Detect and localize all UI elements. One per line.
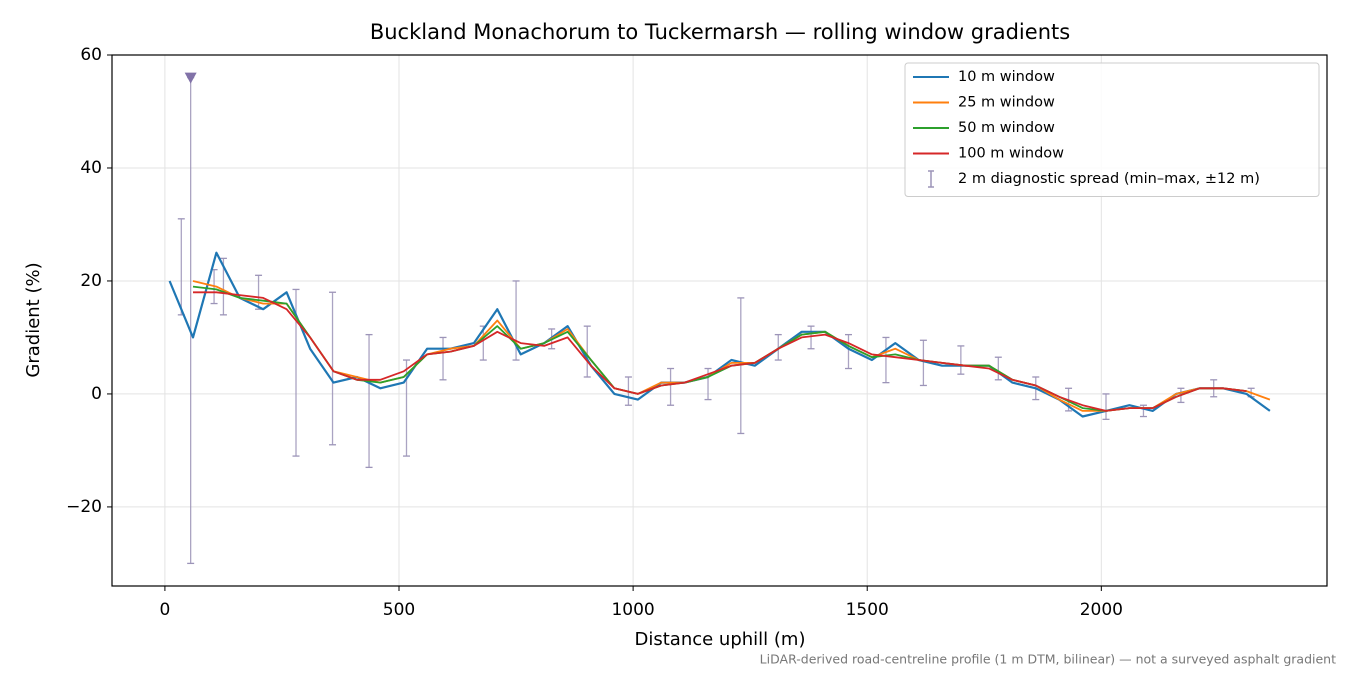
y-tick-label: 40 <box>80 158 102 178</box>
x-axis-label: Distance uphill (m) <box>635 629 806 650</box>
error-bar <box>737 297 745 435</box>
x-tick-label: 1500 <box>846 600 889 620</box>
error-bar <box>957 345 965 375</box>
error-bar <box>667 367 675 406</box>
series-line <box>192 280 1271 412</box>
legend-box <box>904 62 1320 197</box>
y-tick-label: −20 <box>66 497 102 517</box>
y-tick-label: 60 <box>80 45 102 65</box>
footnote: LiDAR-derived road-centreline profile (1… <box>760 652 1336 667</box>
error-bar <box>439 336 447 381</box>
error-bar <box>583 325 591 378</box>
legend-label: 10 m window <box>958 69 1055 85</box>
series-line <box>192 285 1247 412</box>
x-tick-label: 2000 <box>1080 600 1123 620</box>
error-bar <box>807 325 815 350</box>
y-axis-label: Gradient (%) <box>23 262 44 377</box>
error-bar <box>882 336 890 384</box>
y-tick-label: 0 <box>91 384 102 404</box>
error-bar <box>403 359 411 457</box>
legend: 10 m window 25 m window 50 m window 100 m w… <box>904 62 1320 197</box>
error-bar <box>1102 393 1110 421</box>
axes-frame <box>111 54 1328 587</box>
x-tick-label: 0 <box>159 600 170 620</box>
error-bar <box>365 333 373 469</box>
error-bar <box>1139 404 1147 418</box>
y-tick-label: 20 <box>80 271 102 291</box>
max-marker <box>184 72 197 84</box>
error-bar <box>919 339 927 387</box>
x-tick-label: 500 <box>383 600 415 620</box>
series-line <box>193 291 1247 412</box>
legend-label: 100 m window <box>958 146 1064 162</box>
error-bar <box>774 333 782 361</box>
error-bar <box>844 333 852 370</box>
error-bar <box>994 356 1002 381</box>
plot-area <box>168 72 1271 565</box>
legend-label: 25 m window <box>958 95 1055 111</box>
x-tick-label: 1000 <box>611 600 654 620</box>
legend-label: 50 m window <box>958 120 1055 136</box>
legend-label: 2 m diagnostic spread (min–max, ±12 m) <box>958 171 1260 187</box>
chart-title: Buckland Monachorum to Tuckermarsh — rol… <box>370 20 1070 44</box>
